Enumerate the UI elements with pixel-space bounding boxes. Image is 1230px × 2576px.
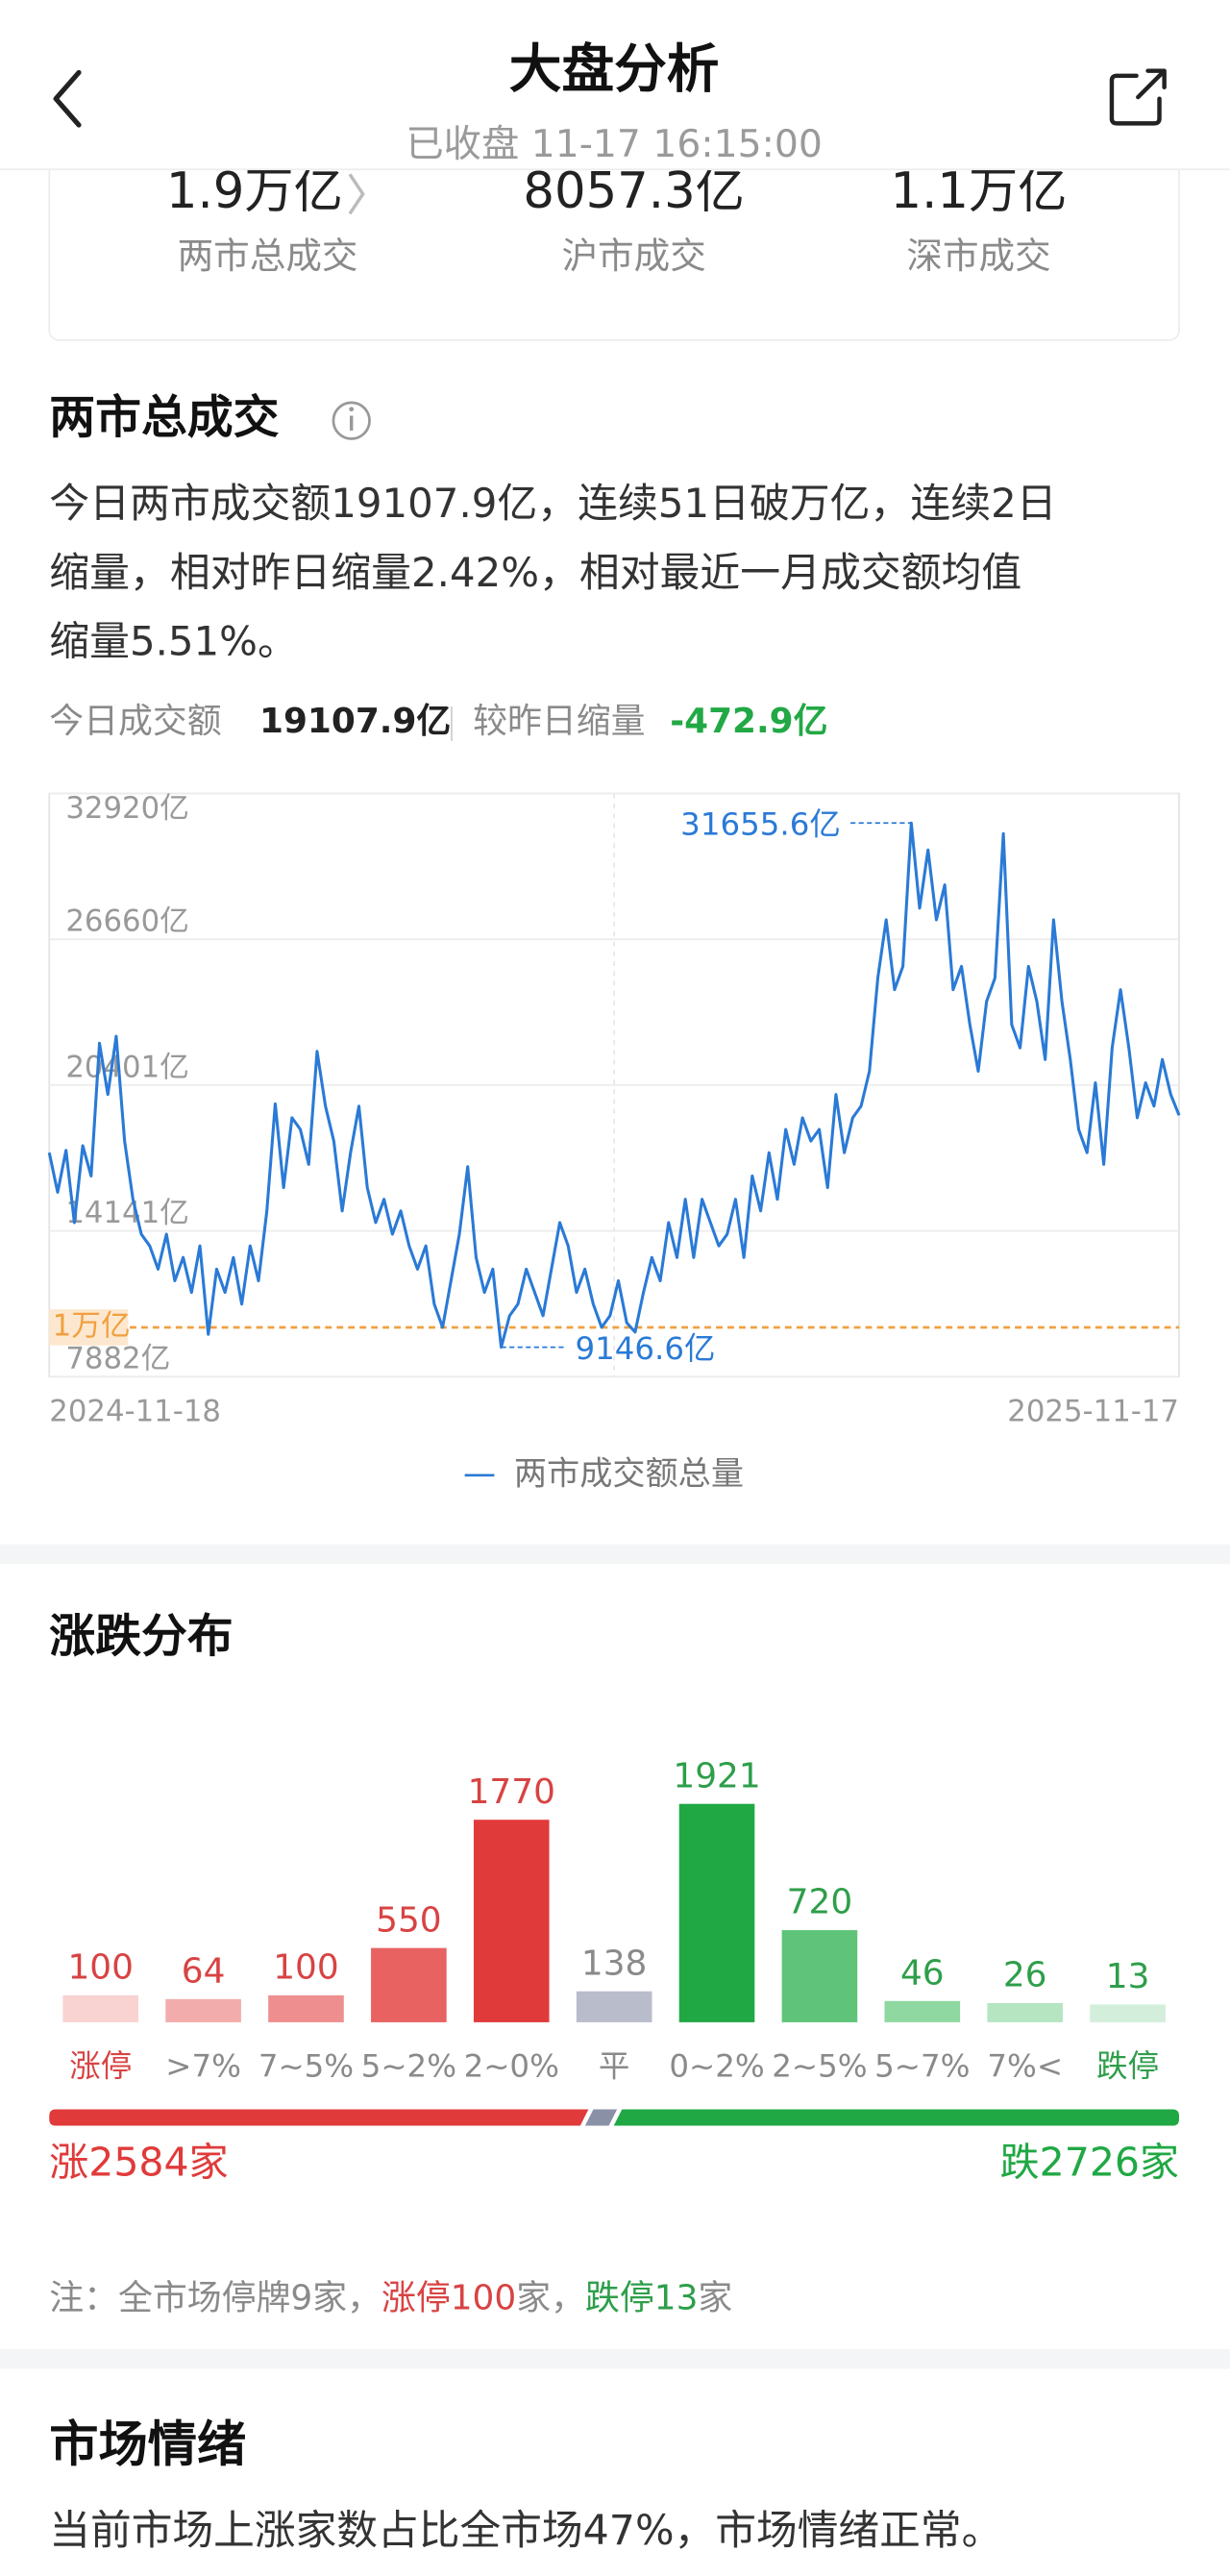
summary-item[interactable]: 1.9万亿 两市总成交 bbox=[166, 162, 365, 277]
value-label: 720 bbox=[787, 1883, 852, 1922]
y-tick-label: 7882亿 bbox=[65, 1342, 170, 1376]
x-tick-label: 2024-11-18 bbox=[49, 1394, 221, 1428]
value-label: 1921 bbox=[673, 1756, 760, 1796]
bar bbox=[1090, 2004, 1166, 2022]
note-text: 家， bbox=[516, 2279, 585, 2318]
summary-value: 1.1万亿 bbox=[891, 162, 1068, 220]
summary-label: 沪市成交 bbox=[561, 235, 705, 277]
value-label: 64 bbox=[182, 1951, 226, 1991]
min-label: 9146.6亿 bbox=[575, 1330, 715, 1367]
chevron-icon bbox=[348, 173, 365, 215]
info-button[interactable] bbox=[332, 401, 371, 440]
info-icon bbox=[349, 407, 355, 412]
description-line: 缩量5.51%。 bbox=[49, 618, 298, 665]
category-label: 涨停 bbox=[69, 2048, 132, 2085]
ratio-up-label: 涨2584家 bbox=[49, 2140, 228, 2186]
bar bbox=[371, 1947, 447, 2022]
note-text: 家 bbox=[698, 2279, 732, 2318]
share-icon bbox=[1136, 68, 1167, 100]
bar bbox=[781, 1930, 858, 2022]
category-label: 5~2% bbox=[361, 2048, 456, 2085]
section-title: 涨跌分布 bbox=[49, 1611, 233, 1664]
section-divider bbox=[0, 2348, 1230, 2369]
bar bbox=[576, 1991, 652, 2022]
note-number: 13 bbox=[654, 2279, 699, 2318]
y-tick-label: 14141亿 bbox=[65, 1196, 189, 1230]
x-tick-label: 2025-11-17 bbox=[1007, 1394, 1179, 1428]
stat-label: 较昨日缩量 bbox=[473, 702, 645, 741]
ratio-flat bbox=[584, 2109, 618, 2126]
note-number: 跌停 bbox=[585, 2279, 654, 2318]
category-label: 2~5% bbox=[772, 2048, 867, 2085]
value-label: 100 bbox=[273, 1948, 338, 1988]
category-label: 跌停 bbox=[1096, 2048, 1159, 2085]
page-title: 大盘分析 bbox=[509, 38, 720, 100]
header bbox=[0, 0, 1230, 170]
y-tick-label: 26660亿 bbox=[65, 904, 189, 939]
value-label: 26 bbox=[1003, 1956, 1047, 1995]
ratio-up bbox=[49, 2109, 589, 2126]
share-icon bbox=[1109, 73, 1162, 126]
ratio-down bbox=[613, 2109, 1180, 2126]
section-title: 两市总成交 bbox=[49, 392, 279, 445]
category-label: 5~7% bbox=[874, 2048, 970, 2085]
stat-value: -472.9亿 bbox=[670, 702, 827, 741]
reference-label: 1万亿 bbox=[53, 1308, 131, 1343]
page-subtitle: 已收盘 11-17 16:15:00 bbox=[406, 123, 823, 166]
bar bbox=[62, 1994, 139, 2022]
max-label: 31655.6亿 bbox=[680, 806, 841, 843]
note-number: 涨停 bbox=[381, 2279, 451, 2318]
category-label: 平 bbox=[599, 2048, 629, 2085]
bar bbox=[678, 1803, 755, 2022]
distribution-chart: 100 涨停 64 >7% 100 7~5% 550 5~2% 1770 2~0% 138 平 1921… bbox=[49, 1756, 1180, 2186]
category-label: >7% bbox=[165, 2048, 241, 2085]
sentiment-text: 当前市场上涨家数占比全市场47%，市场情绪正常。 bbox=[49, 2507, 1002, 2555]
bar bbox=[268, 1994, 344, 2022]
section-divider bbox=[0, 1544, 1230, 1565]
value-label: 46 bbox=[900, 1953, 945, 1993]
bar bbox=[473, 1820, 550, 2022]
reference-label-bg bbox=[49, 1309, 129, 1346]
turnover-line bbox=[47, 821, 1181, 1350]
stat-label: 今日成交额 bbox=[49, 702, 221, 741]
description-line: 今日两市成交额19107.9亿，连续51日破万亿，连续2日 bbox=[49, 480, 1056, 527]
category-label: 2~0% bbox=[464, 2048, 559, 2085]
category-label: 7~5% bbox=[258, 2048, 354, 2085]
note-number: 100 bbox=[451, 2279, 516, 2318]
value-label: 550 bbox=[376, 1900, 441, 1940]
value-label: 100 bbox=[67, 1948, 133, 1988]
note: 注：全市场停牌9家，涨停100家，跌停13家 bbox=[49, 2279, 732, 2318]
y-tick-label: 32920亿 bbox=[65, 791, 189, 826]
back-button[interactable] bbox=[53, 69, 82, 128]
stat-value: 19107.9亿 bbox=[259, 702, 451, 741]
category-label: 7%< bbox=[987, 2048, 1063, 2085]
value-label: 1770 bbox=[468, 1772, 555, 1812]
section-title: 市场情绪 bbox=[49, 2416, 246, 2474]
value-label: 13 bbox=[1106, 1957, 1150, 1996]
value-label: 138 bbox=[581, 1944, 647, 1983]
bar bbox=[165, 1998, 241, 2022]
legend-label: 两市成交额总量 bbox=[514, 1454, 744, 1493]
y-tick-label: 20401亿 bbox=[65, 1050, 189, 1084]
summary-label: 深市成交 bbox=[906, 235, 1050, 277]
summary-value: 8057.3亿 bbox=[523, 162, 745, 220]
info-icon bbox=[332, 401, 371, 440]
bar bbox=[884, 2000, 961, 2022]
summary-value: 1.9万亿 bbox=[166, 162, 343, 220]
bar bbox=[987, 2002, 1063, 2022]
ratio-down-label: 跌2726家 bbox=[1000, 2140, 1179, 2186]
share-button[interactable] bbox=[1109, 68, 1167, 126]
note-text: 注：全市场停牌9家， bbox=[49, 2279, 381, 2318]
summary-label: 两市总成交 bbox=[178, 235, 358, 277]
category-label: 0~2% bbox=[669, 2048, 764, 2085]
turnover-chart: 7882亿 14141亿 20401亿 26660亿 32920亿 1万亿 31655.6亿… bbox=[47, 791, 1181, 1493]
description-line: 缩量，相对昨日缩量2.42%，相对最近一月成交额均值 bbox=[49, 549, 1021, 596]
